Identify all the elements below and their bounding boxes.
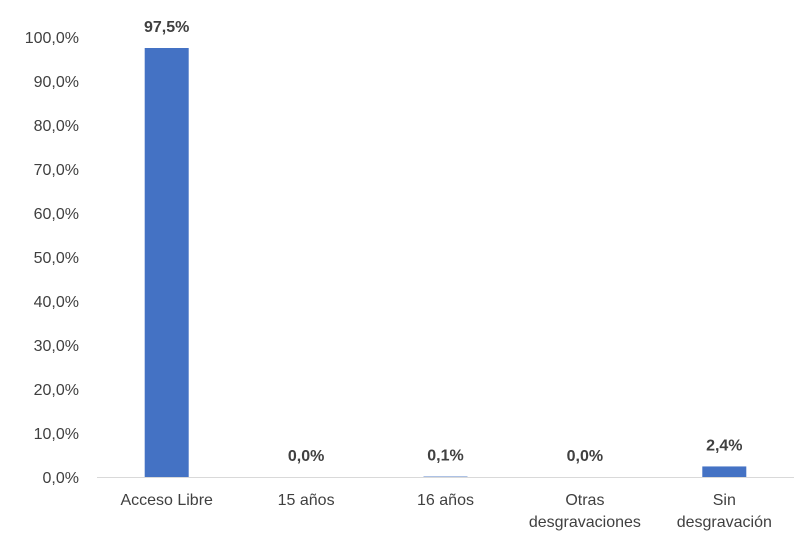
x-category-label: Acceso Libre: [120, 492, 213, 509]
y-tick-label: 40,0%: [34, 294, 79, 311]
bar: [702, 466, 747, 477]
y-tick-label: 20,0%: [34, 382, 79, 399]
data-label: 0,0%: [567, 448, 603, 465]
x-category-label: Otras: [565, 492, 604, 509]
bars: [144, 48, 747, 477]
data-label: 0,0%: [288, 448, 324, 465]
data-label: 2,4%: [706, 437, 742, 454]
y-tick-label: 10,0%: [34, 426, 79, 443]
y-tick-label: 70,0%: [34, 162, 79, 179]
data-labels: 97,5% 0,0% 0,1% 0,0% 2,4%: [144, 19, 743, 465]
x-category-label: 15 años: [278, 492, 335, 509]
y-tick-label: 90,0%: [34, 74, 79, 91]
data-label: 0,1%: [427, 448, 463, 465]
data-label: 97,5%: [144, 19, 189, 36]
y-tick-label: 80,0%: [34, 118, 79, 135]
bar: [144, 48, 189, 477]
y-tick-label: 100,0%: [25, 30, 79, 47]
x-category-label: desgravaciones: [529, 514, 641, 531]
x-category-label: desgravación: [677, 514, 772, 531]
x-axis-category-labels: Acceso Libre 15 años 16 años Otras desgravac…: [120, 492, 771, 531]
x-category-label: 16 años: [417, 492, 474, 509]
y-tick-label: 60,0%: [34, 206, 79, 223]
y-tick-label: 0,0%: [43, 470, 79, 487]
y-tick-label: 30,0%: [34, 338, 79, 355]
y-axis-tick-labels: 0,0% 10,0% 20,0% 30,0% 40,0% 50,0% 60,0% 70,0% 8…: [25, 30, 79, 487]
x-category-label: Sin: [713, 492, 736, 509]
y-tick-label: 50,0%: [34, 250, 79, 267]
